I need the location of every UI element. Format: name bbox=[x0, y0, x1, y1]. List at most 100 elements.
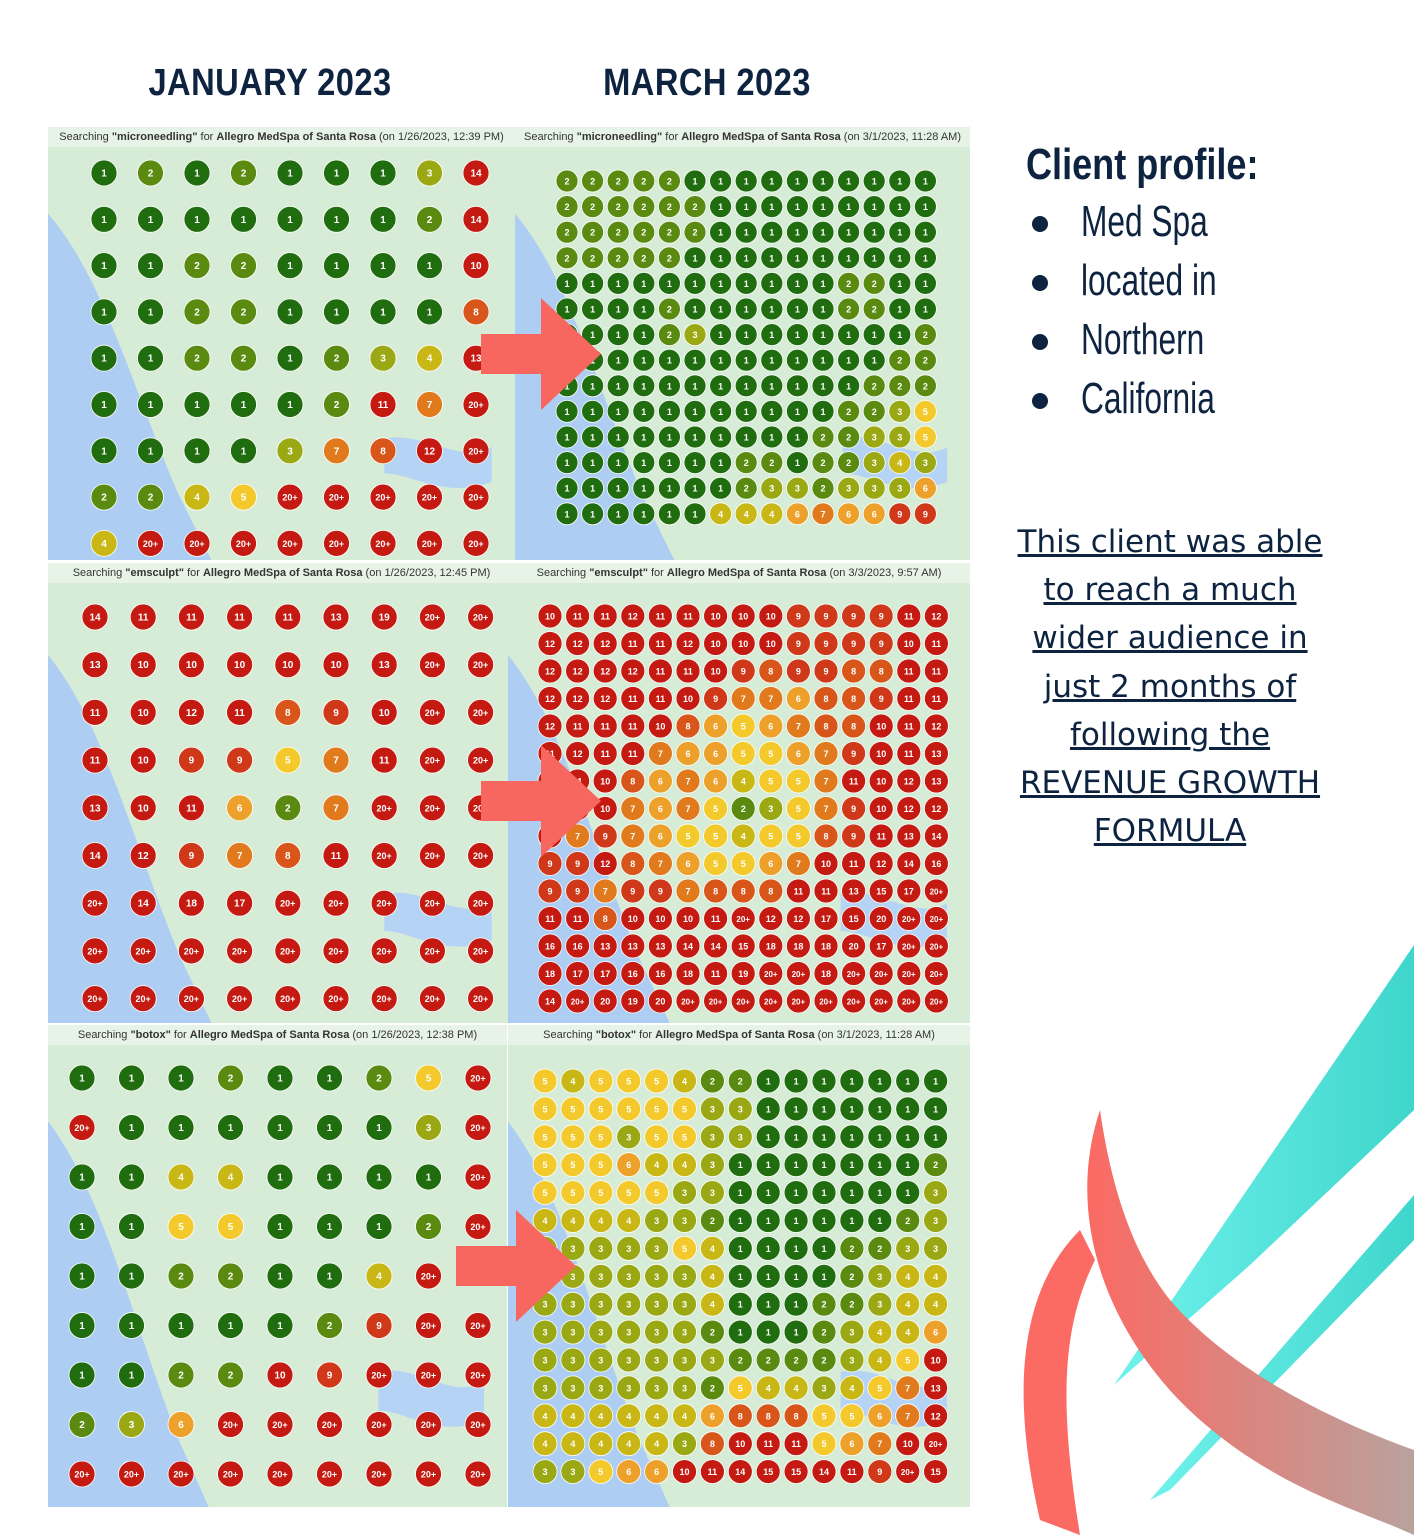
rank-dot bbox=[734, 476, 758, 500]
rank-dot bbox=[758, 851, 784, 876]
rank-label: 10 bbox=[138, 803, 150, 814]
rank-label: 1 bbox=[590, 407, 595, 417]
rank-dot bbox=[616, 1096, 642, 1122]
rank-dot bbox=[644, 1375, 670, 1401]
rank-label: 3 bbox=[682, 1383, 687, 1393]
rank-dot bbox=[647, 878, 673, 904]
rank-dot bbox=[323, 159, 350, 187]
rank-dot bbox=[888, 451, 912, 475]
rank-dot bbox=[811, 246, 835, 270]
rank-dot bbox=[811, 1319, 837, 1345]
rank-dot bbox=[560, 1124, 586, 1150]
rank-dot bbox=[620, 686, 646, 711]
rank-label: 4 bbox=[376, 1272, 382, 1283]
rank-label: 4 bbox=[682, 1160, 687, 1170]
rank-label: 3 bbox=[626, 1328, 631, 1338]
rank-label: 1 bbox=[821, 1104, 826, 1114]
rank-dot bbox=[560, 1096, 586, 1122]
rank-label: 1 bbox=[327, 1074, 333, 1085]
rank-label: 4 bbox=[542, 1439, 547, 1449]
rank-label: 12 bbox=[573, 667, 583, 677]
rank-label: 1 bbox=[897, 305, 902, 315]
rank-label: 1 bbox=[766, 1300, 771, 1310]
rank-dot bbox=[177, 603, 205, 631]
rank-dot bbox=[316, 1361, 343, 1389]
rank-label: 9 bbox=[603, 832, 608, 842]
rank-label: 3 bbox=[380, 354, 386, 365]
rank-dot bbox=[217, 1213, 244, 1240]
rank-dot bbox=[783, 1403, 809, 1429]
rank-label: 1 bbox=[795, 279, 800, 289]
rank-label: 2 bbox=[178, 1371, 184, 1382]
rank-label: 5 bbox=[542, 1077, 547, 1087]
rank-dot bbox=[867, 1375, 893, 1401]
rank-dot bbox=[913, 348, 937, 372]
rank-dot bbox=[462, 252, 490, 280]
rank-dot bbox=[699, 1124, 725, 1150]
rank-dot bbox=[183, 298, 211, 326]
rank-label: 6 bbox=[626, 1467, 631, 1477]
rank-dot bbox=[896, 713, 922, 739]
rank-dot bbox=[620, 878, 646, 904]
rank-dot bbox=[760, 451, 784, 475]
rank-dot bbox=[923, 1431, 949, 1457]
rank-label: 1 bbox=[590, 458, 595, 468]
rank-dot bbox=[464, 1411, 492, 1438]
rank-dot bbox=[730, 988, 756, 1014]
rank-label: 13 bbox=[849, 887, 859, 897]
rank-label: 15 bbox=[876, 887, 886, 897]
rank-label: 1 bbox=[277, 1123, 283, 1134]
rank-label: 5 bbox=[598, 1188, 603, 1198]
rank-dot bbox=[616, 1291, 642, 1317]
rank-dot bbox=[322, 889, 350, 917]
rank-dot bbox=[758, 933, 784, 959]
rank-dot bbox=[703, 796, 729, 821]
march-title: MARCH 2023 bbox=[603, 62, 811, 104]
rank-label: 13 bbox=[655, 942, 665, 952]
rank-label: 20 bbox=[849, 942, 859, 952]
rank-dot bbox=[370, 985, 398, 1013]
rank-dot bbox=[841, 741, 867, 766]
rank-dot bbox=[703, 768, 729, 794]
rank-label: 1 bbox=[616, 381, 621, 391]
rank-label: 13 bbox=[470, 354, 482, 365]
rank-label: 11 bbox=[656, 667, 666, 677]
rank-dot bbox=[811, 1180, 837, 1206]
rank-label: 1 bbox=[933, 1132, 938, 1142]
rank-label: 20+ bbox=[377, 851, 392, 861]
rank-dot bbox=[841, 713, 867, 739]
rank-dot bbox=[129, 794, 157, 822]
rank-label: 2 bbox=[846, 433, 851, 443]
rank-dot bbox=[167, 1411, 195, 1438]
rank-dot bbox=[783, 1068, 809, 1094]
rank-label: 7 bbox=[333, 756, 339, 767]
rank-label: 2 bbox=[905, 1216, 910, 1226]
rank-dot bbox=[592, 988, 618, 1014]
rank-dot bbox=[415, 1163, 442, 1191]
rank-label: 10 bbox=[274, 1371, 286, 1382]
rank-dot bbox=[588, 1347, 614, 1373]
rank-dot bbox=[81, 651, 109, 679]
rank-label: 3 bbox=[626, 1132, 631, 1142]
rank-dot bbox=[418, 698, 446, 726]
rank-dot bbox=[785, 502, 809, 526]
rank-dot bbox=[81, 746, 109, 774]
rank-dot bbox=[532, 1152, 558, 1178]
rank-label: 1 bbox=[738, 1272, 743, 1282]
rank-label: 16 bbox=[628, 969, 638, 979]
rank-dot bbox=[644, 1347, 670, 1373]
rank-label: 5 bbox=[768, 832, 773, 842]
rank-label: 2 bbox=[692, 202, 697, 212]
rank-dot bbox=[783, 1263, 809, 1289]
rank-label: 20 bbox=[655, 997, 665, 1007]
rank-label: 1 bbox=[101, 261, 107, 272]
rank-label: 1 bbox=[616, 356, 621, 366]
rank-label: 12 bbox=[545, 639, 555, 649]
rank-label: 2 bbox=[794, 1356, 799, 1366]
rank-dot bbox=[811, 1375, 837, 1401]
rank-label: 20+ bbox=[736, 915, 750, 924]
rank-label: 1 bbox=[794, 1077, 799, 1087]
rank-label: 1 bbox=[334, 261, 340, 272]
rank-label: 5 bbox=[542, 1160, 547, 1170]
